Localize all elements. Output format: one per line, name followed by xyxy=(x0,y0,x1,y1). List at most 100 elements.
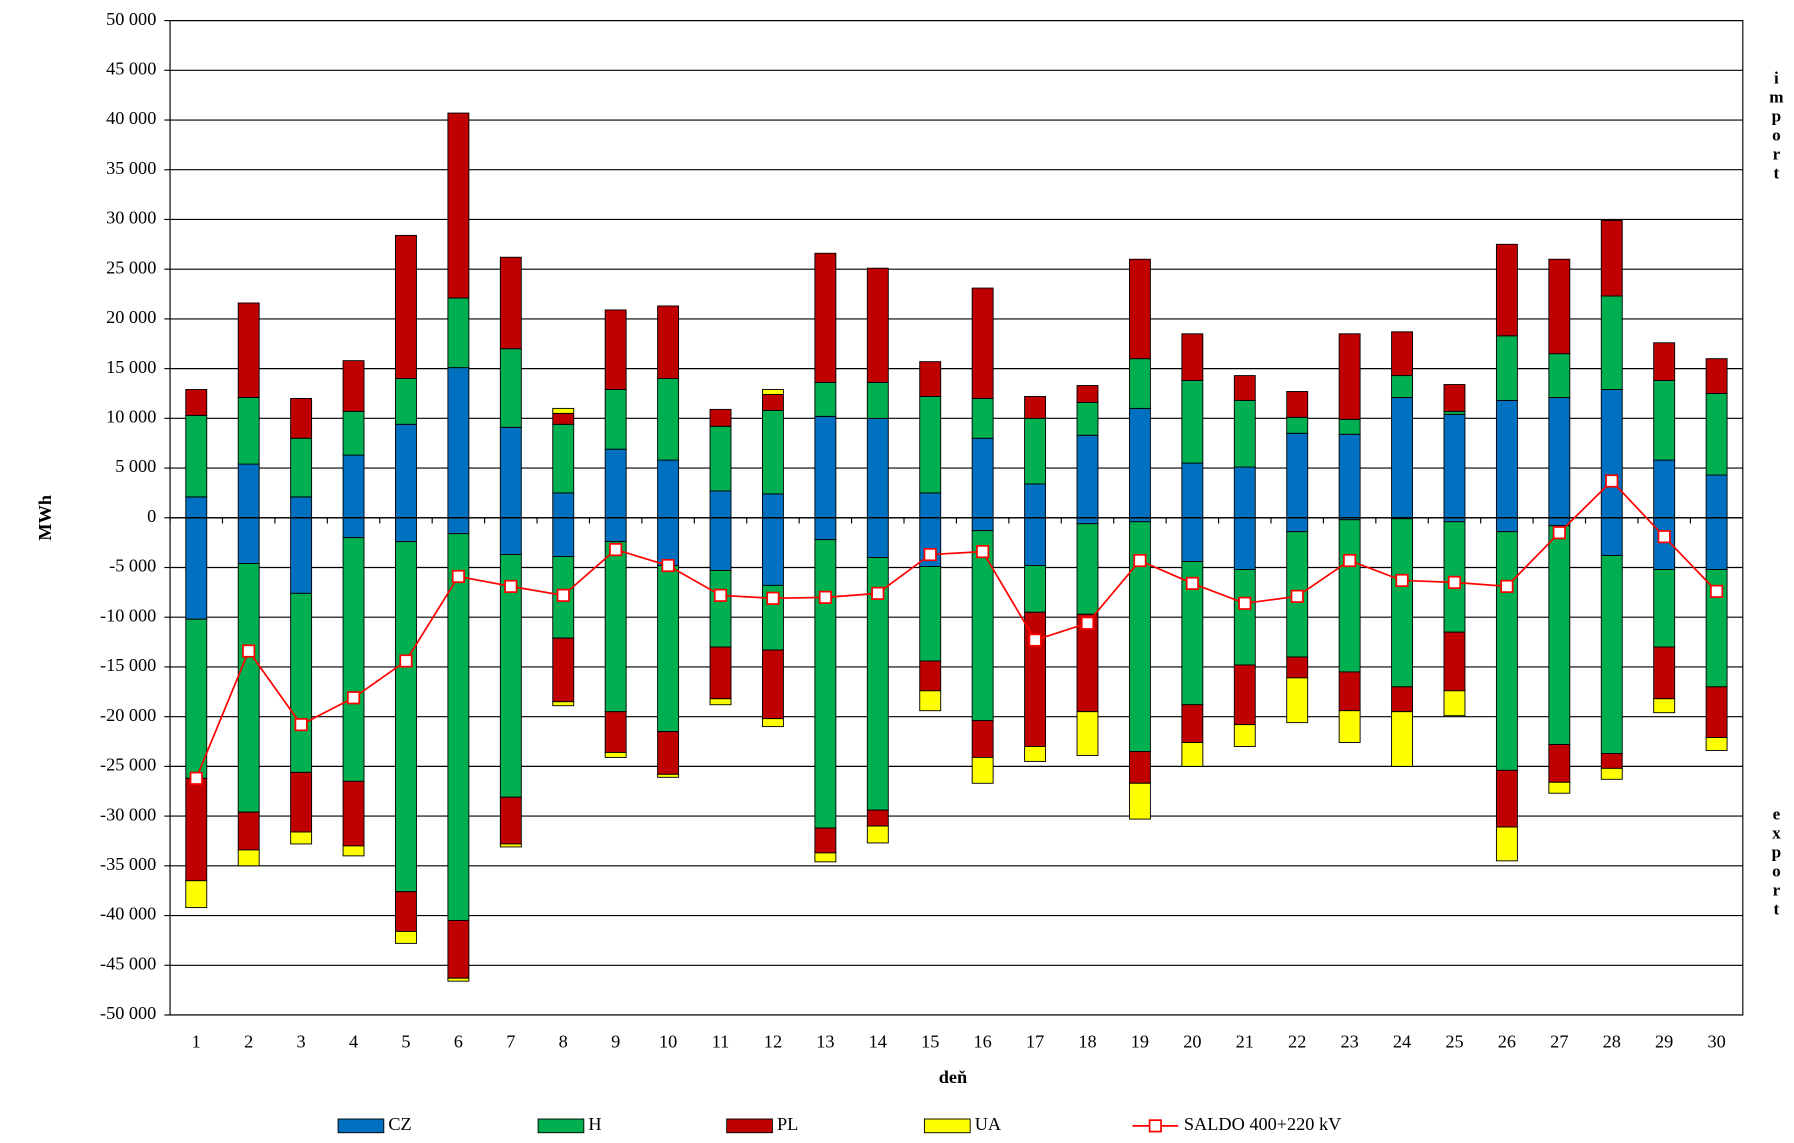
plot-border xyxy=(169,20,1744,1016)
bar-segment xyxy=(1705,686,1728,739)
bar-segment xyxy=(552,637,575,703)
saldo-marker xyxy=(1710,584,1724,598)
saldo-line xyxy=(195,479,1718,779)
bar-segment xyxy=(1076,385,1099,403)
bar-segment xyxy=(657,459,680,519)
x-tick-label: 10 xyxy=(659,1032,677,1052)
bar-segment xyxy=(866,267,889,383)
bar-segment xyxy=(1443,690,1466,717)
bar-segment xyxy=(1443,384,1466,412)
bar-segment xyxy=(1233,399,1256,468)
bar-segment xyxy=(814,539,837,829)
bar-segment xyxy=(1286,517,1309,533)
saldo-marker xyxy=(451,569,465,584)
bar-segment xyxy=(1338,333,1361,420)
x-tick-label: 25 xyxy=(1445,1032,1463,1052)
bar-segment xyxy=(1076,523,1099,615)
x-tick-label: 2 xyxy=(244,1032,253,1052)
bar-segment xyxy=(814,517,837,541)
y-tick-label: 10 000 xyxy=(106,407,156,427)
bar-segment xyxy=(499,426,522,519)
bar-segment xyxy=(762,493,784,519)
bar-segment xyxy=(1076,401,1099,436)
bar-segment xyxy=(1391,375,1413,398)
bar-segment xyxy=(866,417,889,519)
bar-segment xyxy=(1181,380,1204,464)
bar-segment xyxy=(762,409,784,495)
bar-segment xyxy=(1705,393,1728,476)
bar-segment xyxy=(1024,746,1047,762)
bar-segment xyxy=(237,811,260,851)
bar-segment xyxy=(1600,517,1623,557)
bar-segment xyxy=(1338,418,1361,435)
saldo-marker xyxy=(399,654,413,668)
bar-segment xyxy=(290,592,313,773)
bar-segment xyxy=(1128,782,1151,820)
bar-segment xyxy=(237,849,260,867)
bar-segment xyxy=(185,414,208,498)
y-tick-label: -20 000 xyxy=(100,705,156,725)
bar-segment xyxy=(342,537,365,782)
bar-segment xyxy=(290,831,313,845)
x-tick-label: 5 xyxy=(401,1032,410,1052)
bar-segment xyxy=(1076,711,1099,756)
bar-segment xyxy=(1076,434,1099,519)
bar-segment xyxy=(1338,710,1361,743)
x-tick-label: 20 xyxy=(1183,1032,1201,1052)
saldo-marker xyxy=(1605,474,1619,488)
bar-segment xyxy=(971,530,994,722)
bar-segment xyxy=(290,496,313,519)
bar-segment xyxy=(762,389,784,395)
saldo-marker xyxy=(609,543,623,557)
saldo-marker xyxy=(1238,596,1252,610)
y-tick-label: 35 000 xyxy=(106,158,156,178)
saldo-marker xyxy=(556,588,570,602)
bar-segment xyxy=(709,698,732,706)
bar-segment xyxy=(1391,686,1413,713)
bar-segment xyxy=(185,496,208,519)
bar-segment xyxy=(1600,555,1623,754)
y-tick-label: -10 000 xyxy=(100,605,156,625)
bar-segment xyxy=(1181,462,1204,519)
saldo-marker xyxy=(242,644,256,658)
bar-segment xyxy=(185,517,208,620)
x-tick-label: 13 xyxy=(816,1032,834,1052)
bar-segment xyxy=(1286,432,1309,519)
bar-segment xyxy=(1705,737,1728,751)
bar-segment xyxy=(185,777,208,882)
bar-segment xyxy=(1181,517,1204,562)
x-tick-label: 19 xyxy=(1131,1032,1149,1052)
bar-segment xyxy=(709,425,732,492)
bar-segment xyxy=(342,780,365,847)
bar-segment xyxy=(919,566,942,662)
bar-segment xyxy=(447,517,470,535)
bar-segment xyxy=(1233,664,1256,726)
bar-segment xyxy=(1548,525,1571,745)
x-tick-label: 11 xyxy=(712,1032,730,1052)
x-axis-label: deň xyxy=(939,1067,967,1087)
bar-segment xyxy=(1338,671,1361,712)
bar-segment xyxy=(1495,335,1518,401)
bar-segment xyxy=(1653,459,1676,519)
y-tick-label: -25 000 xyxy=(100,755,156,775)
bar-segment xyxy=(290,771,313,833)
saldo-marker xyxy=(1657,530,1671,544)
bar-segment xyxy=(657,378,680,461)
bar-segment xyxy=(657,731,680,775)
bar-segment xyxy=(1653,342,1676,382)
bar-segment xyxy=(499,843,522,848)
x-tick-label: 16 xyxy=(974,1032,992,1052)
bar-segment xyxy=(919,690,942,712)
bar-segment xyxy=(1181,333,1204,382)
x-tick-label: 3 xyxy=(297,1032,306,1052)
bar-segment xyxy=(1233,466,1256,519)
legend-label: CZ xyxy=(388,1114,411,1134)
bar-segment xyxy=(1286,656,1309,679)
bar-segment xyxy=(447,367,470,519)
bar-segment xyxy=(657,305,680,380)
saldo-marker xyxy=(661,558,675,573)
bar-segment xyxy=(1024,517,1047,566)
bar-segment xyxy=(1653,380,1676,461)
bar-segment xyxy=(1024,483,1047,519)
